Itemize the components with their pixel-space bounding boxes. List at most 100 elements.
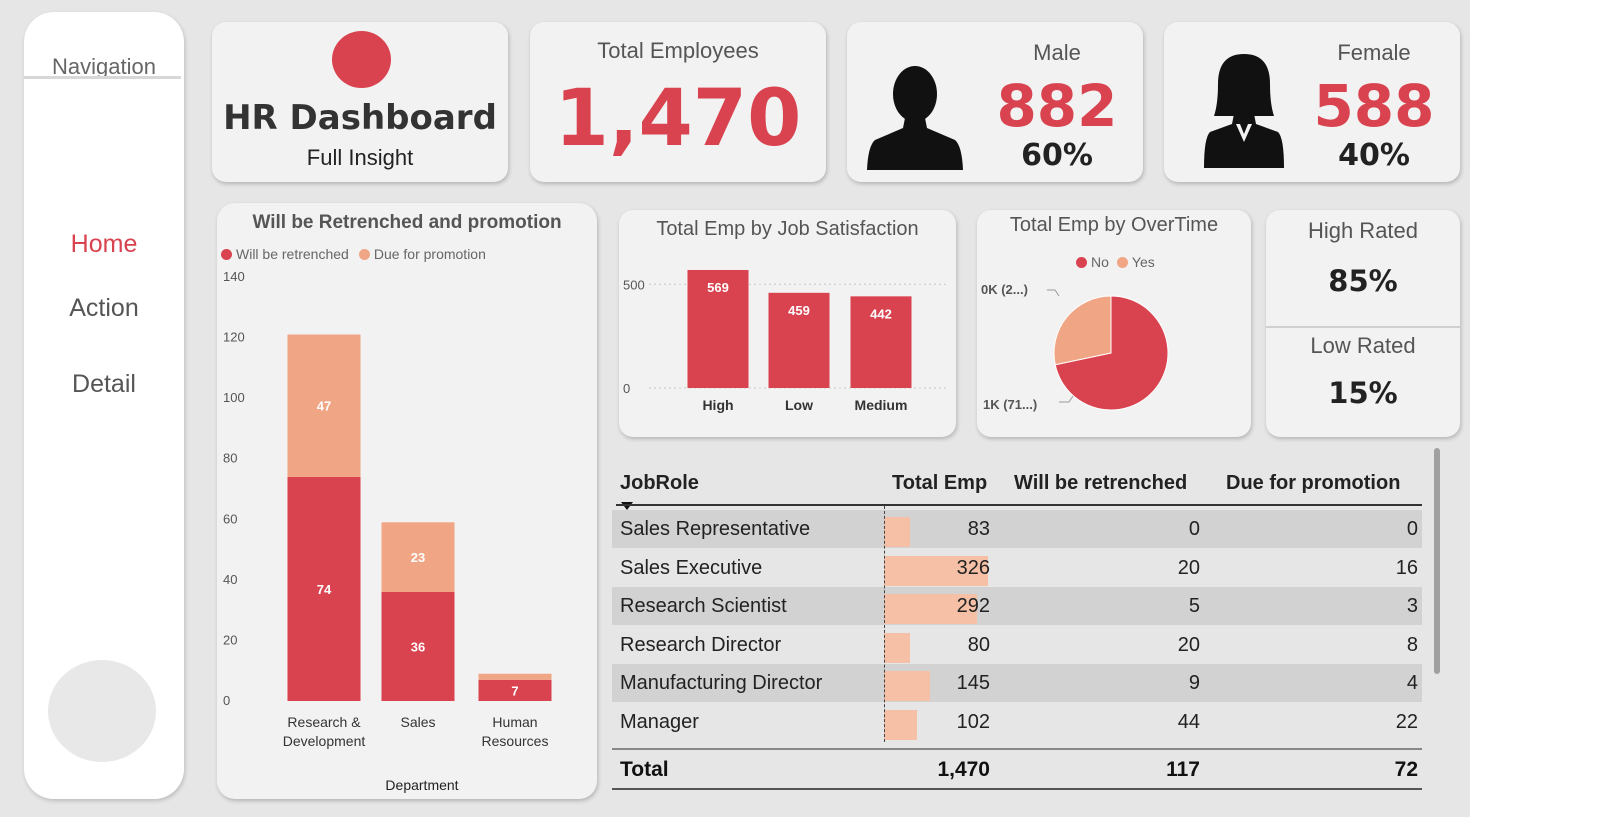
nav-item-action[interactable]: Action <box>69 294 139 322</box>
cell-will-be-retrenched: 0 <box>1188 518 1200 540</box>
nav-item-detail[interactable]: Detail <box>72 370 136 398</box>
cell-jobrole: Sales Executive <box>620 556 763 579</box>
low-rated-label: Low Rated <box>1310 333 1416 358</box>
cell-will-be-retrenched: 20 <box>1177 633 1200 656</box>
total-label: Total <box>620 758 669 781</box>
cell-due-for-promotion: 22 <box>1395 711 1418 733</box>
navigation-panel: Navigation Home Action Detail <box>24 12 184 799</box>
bar-segment-2-1 <box>478 673 552 680</box>
legend-dot-retrenched <box>221 248 232 260</box>
high-rated-value: 85% <box>1328 264 1398 298</box>
column-header-will-be-retrenched[interactable]: Will be retrenched <box>1014 472 1188 494</box>
dashboard-title: HR Dashboard <box>223 98 497 138</box>
retrenched-chart-xlabel: Department <box>385 777 459 793</box>
table-row[interactable]: Manager 102 44 22 <box>612 703 1422 741</box>
table-scrollbar[interactable] <box>1434 448 1440 674</box>
js-bar-0 <box>687 270 749 388</box>
cell-due-for-promotion: 4 <box>1406 672 1418 695</box>
cell-due-for-promotion: 8 <box>1406 633 1418 656</box>
cell-total-emp: 83 <box>967 518 990 540</box>
female-label: Female <box>1337 40 1411 65</box>
cell-jobrole: Research Director <box>620 633 782 656</box>
sort-descending-icon[interactable] <box>621 502 633 510</box>
js-y-tick-1: 500 <box>623 277 645 292</box>
pie-leader-line-1 <box>1047 289 1060 297</box>
table-header-divider <box>616 504 1422 506</box>
cell-jobrole: Manager <box>620 711 699 733</box>
low-rated-value: 15% <box>1328 376 1398 410</box>
legend-label-no: No <box>1091 254 1109 270</box>
cell-will-be-retrenched: 20 <box>1177 556 1200 579</box>
bar-segment-1-1 <box>381 522 455 592</box>
js-y-tick-0: 0 <box>623 381 630 396</box>
male-value: 882 <box>996 72 1118 140</box>
job-satisfaction-chart-card: Total Emp by Job Satisfaction 0 500 569 Hig… <box>619 210 956 437</box>
js-x-tick-2: Medium <box>855 397 908 413</box>
y-tick-label-0: 0 <box>223 693 230 708</box>
bar-segment-0-1 <box>287 334 361 477</box>
legend-label-yes: Yes <box>1131 254 1155 270</box>
y-tick-label-2: 40 <box>223 572 237 587</box>
bar-data-label-1-1: 23 <box>411 550 425 565</box>
total-emp-data-bar <box>884 555 988 586</box>
retrenched-promotion-chart-card: Will be Retrenched and promotion Will be… <box>217 203 597 799</box>
pie-slice-0 <box>1054 295 1169 411</box>
male-card: Male 882 60% <box>847 22 1143 182</box>
bar-segment-0-0 <box>287 476 361 701</box>
nav-item-home[interactable]: Home <box>70 230 138 258</box>
female-percent: 40% <box>1338 138 1410 173</box>
column-header-jobrole[interactable]: JobRole <box>620 472 699 494</box>
legend-label-retrenched: Will be retrenched <box>236 246 349 262</box>
cell-will-be-retrenched: 44 <box>1177 711 1200 733</box>
rating-card: High Rated 85% Low Rated 15% <box>1266 210 1460 437</box>
total-employees-label: Total Employees <box>597 38 759 63</box>
cell-total-emp: 292 <box>956 595 990 618</box>
table-row[interactable]: Research Scientist 292 5 3 <box>612 587 1422 626</box>
table-row[interactable]: Manufacturing Director 145 9 4 <box>612 664 1422 703</box>
bar-segment-2-0 <box>478 679 552 701</box>
male-label: Male <box>1033 40 1081 65</box>
bar-data-label-2-0: 7 <box>511 683 518 698</box>
js-x-tick-0: High <box>702 397 733 413</box>
bar-data-label-1-0: 36 <box>411 639 425 654</box>
total-employees-card: Total Employees 1,470 <box>530 22 826 182</box>
cell-due-for-promotion: 16 <box>1395 556 1418 579</box>
navigation-title: Navigation <box>52 54 156 79</box>
retrenched-chart-legend: Will be retrenched Due for promotion <box>221 246 486 262</box>
overtime-legend: No Yes <box>1076 254 1155 270</box>
cell-total-emp: 326 <box>956 556 990 579</box>
legend-dot-promotion <box>358 248 370 260</box>
overtime-pie-svg: 0K (2...) 1K (71...) <box>981 282 1169 412</box>
job-satisfaction-title: Total Emp by Job Satisfaction <box>656 218 919 240</box>
cell-jobrole: Research Scientist <box>620 595 787 618</box>
cell-due-for-promotion: 0 <box>1406 518 1418 540</box>
cell-jobrole: Sales Representative <box>620 518 811 540</box>
title-card: HR Dashboard Full Insight <box>212 22 508 182</box>
table-row[interactable]: Sales Executive 326 20 16 <box>612 548 1422 587</box>
nav-avatar-circle[interactable] <box>48 660 156 762</box>
js-data-label-2: 442 <box>870 306 892 321</box>
column-header-total-emp[interactable]: Total Emp <box>892 472 988 494</box>
pie-data-label-1: 0K (2...) <box>981 282 1028 297</box>
cell-jobrole: Manufacturing Director <box>620 672 823 695</box>
total-emp-bar-baseline <box>884 506 885 742</box>
pie-slice-1 <box>1053 295 1112 366</box>
column-header-due-for-promotion[interactable]: Due for promotion <box>1226 472 1401 494</box>
bar-data-label-0-0: 74 <box>317 582 332 597</box>
legend-dot-yes <box>1116 256 1128 268</box>
total-employees-value: 1,470 <box>554 74 802 164</box>
navigation-divider <box>24 76 181 79</box>
cell-total-emp: 80 <box>967 633 990 656</box>
high-rated-label: High Rated <box>1307 218 1419 243</box>
job-satisfaction-svg: 0 500 569 High 459 Low 442 Medium <box>623 270 949 413</box>
pie-leader-line-0 <box>1059 395 1074 403</box>
table-row[interactable]: Research Director 80 20 8 <box>612 625 1422 664</box>
male-person-icon <box>867 66 963 170</box>
y-tick-label-1: 20 <box>223 632 237 647</box>
js-data-label-0: 569 <box>707 280 729 295</box>
cell-will-be-retrenched: 9 <box>1188 672 1200 695</box>
js-bar-2 <box>850 296 912 388</box>
total-emp-data-bar <box>884 671 931 702</box>
table-row[interactable]: Sales Representative 83 0 0 <box>612 510 1422 548</box>
y-tick-label-7: 140 <box>223 269 245 284</box>
